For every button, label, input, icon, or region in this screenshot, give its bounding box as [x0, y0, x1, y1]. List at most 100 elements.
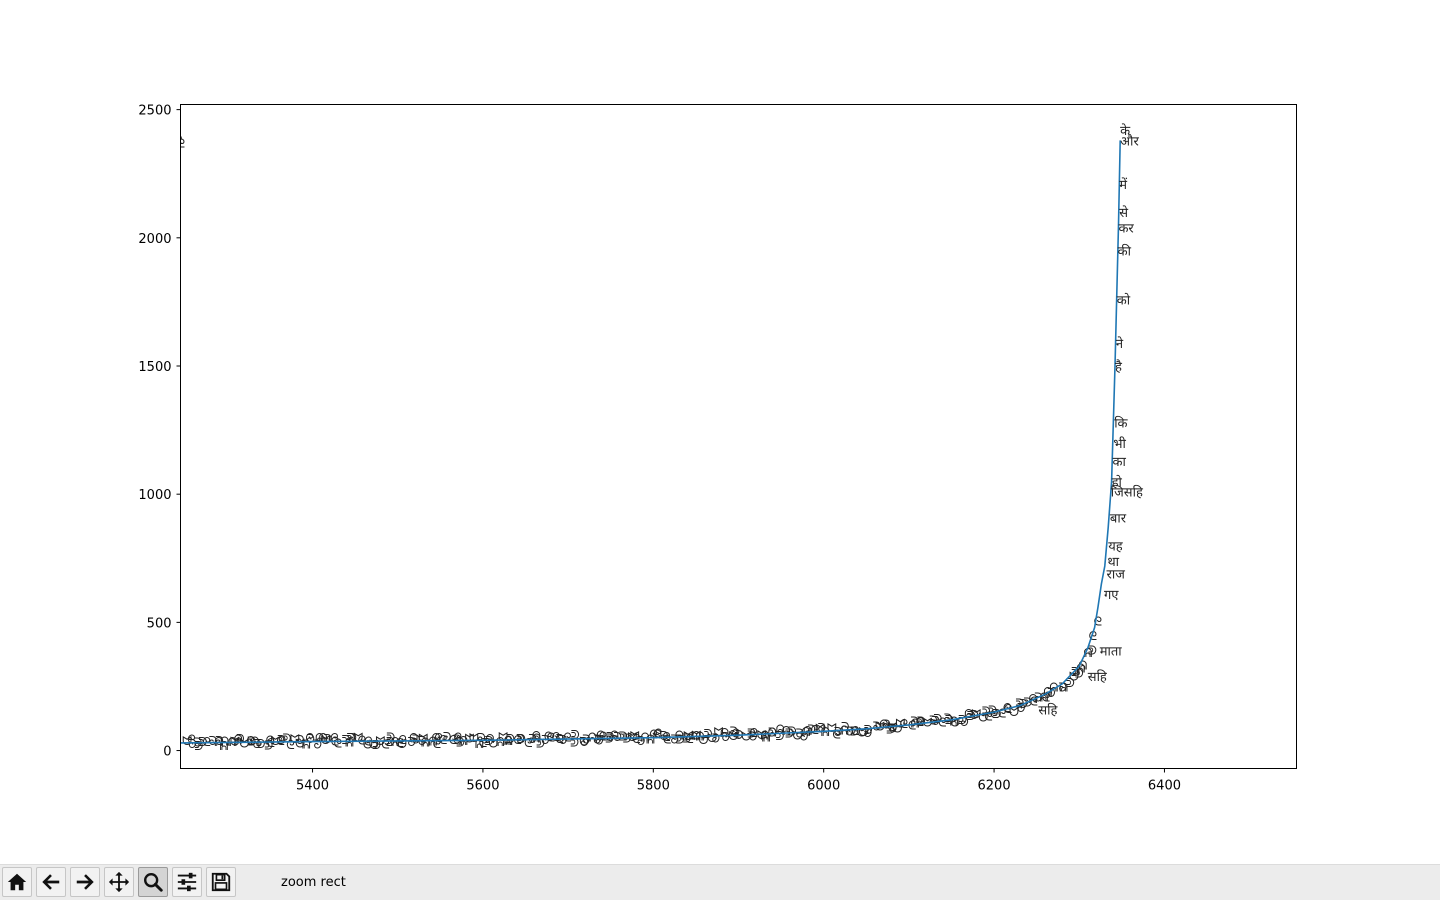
word-label-texture: ᗢ	[757, 728, 767, 742]
word-label-texture: ᗢ	[498, 730, 508, 744]
word-label-texture: ᕱ	[782, 724, 791, 738]
y-tick-label: 2000	[138, 232, 171, 247]
word-label-texture: ᕱ	[475, 737, 484, 751]
word-label-texture: ᘐ	[559, 733, 567, 747]
word-label-texture: ᕲ	[536, 736, 545, 750]
word-annotation: में	[1119, 177, 1127, 193]
word-label-texture: ᗢ	[239, 737, 249, 751]
word-label-texture: ᘓ	[990, 707, 998, 721]
word-label-texture: ᕱ	[486, 732, 495, 746]
word-label-texture: ᕱ	[610, 729, 619, 743]
word-label-texture: ᕱ	[220, 734, 229, 748]
word-label-texture: ᘐ	[882, 718, 890, 732]
word-label-texture: ᕱ	[768, 726, 777, 740]
word-label-texture: ᕱ	[1083, 646, 1092, 660]
word-label-texture: ᕲ	[1075, 667, 1084, 681]
forward-button[interactable]	[70, 867, 100, 897]
word-label-texture: ᗢ	[469, 731, 479, 745]
word-label-texture: ᗢ	[397, 737, 407, 751]
arrow-left-icon	[42, 874, 60, 890]
word-label-texture: ᕱ	[760, 728, 769, 742]
plot-area[interactable]: ᘐᘓᘓᗢᘓᘐᘐᕲᕲᘓᘐᕱᘐᕱᕱᕱᗢᕱᘐᗢᘓᕲᕱᘐᕲᕲᘓᕱᗢᕲᘓᕲᘓᗢᘐᗢᕱᘐᘓᘐ…	[138, 104, 1297, 794]
word-annotation: गए	[1104, 588, 1119, 603]
x-tick-label: 6400	[1148, 779, 1181, 794]
word-label-texture: ᘐ	[864, 726, 872, 740]
word-label-texture: ᕱ	[532, 731, 541, 745]
word-label-texture: ᘐ	[712, 732, 720, 746]
word-label-texture: ᘐ	[873, 720, 881, 734]
word-label-texture: ᘓ	[334, 736, 342, 750]
word-label-texture: ᕲ	[619, 730, 628, 744]
x-tick-label: 5800	[637, 779, 670, 794]
word-label-texture: ᕱ	[234, 732, 243, 746]
word-label-texture: ᘓ	[358, 733, 366, 747]
word-label-texture: ᘐ	[929, 713, 937, 727]
word-label-texture: ᘐ	[324, 732, 332, 746]
navigation-toolbar: zoom rect	[0, 864, 1440, 900]
figure-canvas[interactable]: ᘐᘓᘓᗢᘓᘐᘐᕲᕲᘓᘐᕱᘐᕱᕱᕱᗢᕱᘐᗢᘓᕲᕱᘐᕲᕲᘓᕱᗢᕲᘓᕲᘓᗢᘐᗢᕱᘐᘓᘐ…	[0, 0, 1440, 864]
move-icon	[108, 871, 130, 893]
word-label-texture: ᕱ	[596, 729, 605, 743]
x-tick-label: 6200	[978, 779, 1011, 794]
word-label-texture: ᘐ	[595, 733, 603, 747]
word-label-texture: ᗢ	[691, 728, 701, 742]
word-label-texture: ᘐ	[841, 720, 849, 734]
word-label-texture: ᘐ	[660, 729, 668, 743]
home-button[interactable]	[2, 867, 32, 897]
word-label-texture: ᘐ	[580, 735, 588, 749]
word-label-texture: ᕲ	[570, 736, 579, 750]
word-label-texture: ᘓ	[938, 716, 946, 730]
word-label-texture: ᕱ	[302, 738, 311, 752]
word-label-texture: ᘐ	[970, 708, 978, 722]
word-label-texture: ᘐ	[314, 737, 322, 751]
word-label-texture: ᘐ	[253, 737, 261, 751]
home-icon	[7, 873, 27, 891]
word-label-texture: ᕲ	[506, 732, 515, 746]
save-button[interactable]	[206, 867, 236, 897]
word-label-texture: ᕱ	[532, 729, 541, 743]
word-label-texture: ᘓ	[187, 732, 195, 746]
word-label-texture: ᘐ	[412, 732, 420, 746]
word-label-texture: ᘐ	[1059, 680, 1067, 694]
word-label-texture: ᗢ	[699, 733, 709, 747]
word-label-texture: ᕱ	[345, 735, 354, 749]
word-label-texture: ᘐ	[944, 711, 952, 725]
x-tick-label: 5400	[296, 779, 329, 794]
word-label-texture: ᘓ	[544, 730, 552, 744]
word-label-texture: ᗢ	[875, 719, 885, 733]
word-label-texture: ᗢ	[895, 717, 905, 731]
y-tick-label: 1500	[138, 360, 171, 375]
word-label-texture: ᘐ	[477, 731, 485, 745]
zoom-button[interactable]	[138, 867, 168, 897]
word-label-texture: ᘐ	[800, 729, 808, 743]
word-label-texture: ᘓ	[749, 726, 757, 740]
word-label-texture: ᗢ	[182, 734, 192, 748]
word-label-texture: ᗢ	[741, 730, 751, 744]
word-label-texture: ᘓ	[276, 734, 284, 748]
pan-button[interactable]	[104, 867, 134, 897]
series-line	[180, 140, 1121, 744]
word-label-texture: ᕱ	[964, 707, 973, 721]
word-label-texture: ᗢ	[363, 737, 373, 751]
word-label-texture: ᘓ	[984, 709, 992, 723]
word-label-texture: ᘐ	[889, 721, 897, 735]
word-label-texture: ᗢ	[464, 731, 474, 745]
word-label-texture: ᘓ	[908, 719, 916, 733]
word-label-texture: ᗢ	[815, 722, 825, 736]
y-tick-label: 0	[163, 745, 171, 760]
word-label-texture: ᕲ	[933, 712, 942, 726]
word-label-texture: ᘓ	[685, 732, 693, 746]
word-label-texture: ᘐ	[236, 732, 244, 746]
back-button[interactable]	[36, 867, 66, 897]
arrow-right-icon	[76, 874, 94, 890]
word-label-texture: ᕱ	[950, 715, 959, 729]
word-label-texture: ᕱ	[504, 734, 513, 748]
word-label-texture: ᘓ	[1089, 629, 1097, 643]
configure-subplots-button[interactable]	[172, 867, 202, 897]
word-label-texture: ᘓ	[810, 723, 818, 737]
word-label-texture: ᕲ	[372, 738, 381, 752]
word-label-texture: ᕱ	[720, 726, 729, 740]
word-annotation: सहि	[1038, 703, 1058, 719]
word-label-texture: ᘐ	[188, 737, 196, 751]
word-label-texture: ᕲ	[776, 729, 785, 743]
